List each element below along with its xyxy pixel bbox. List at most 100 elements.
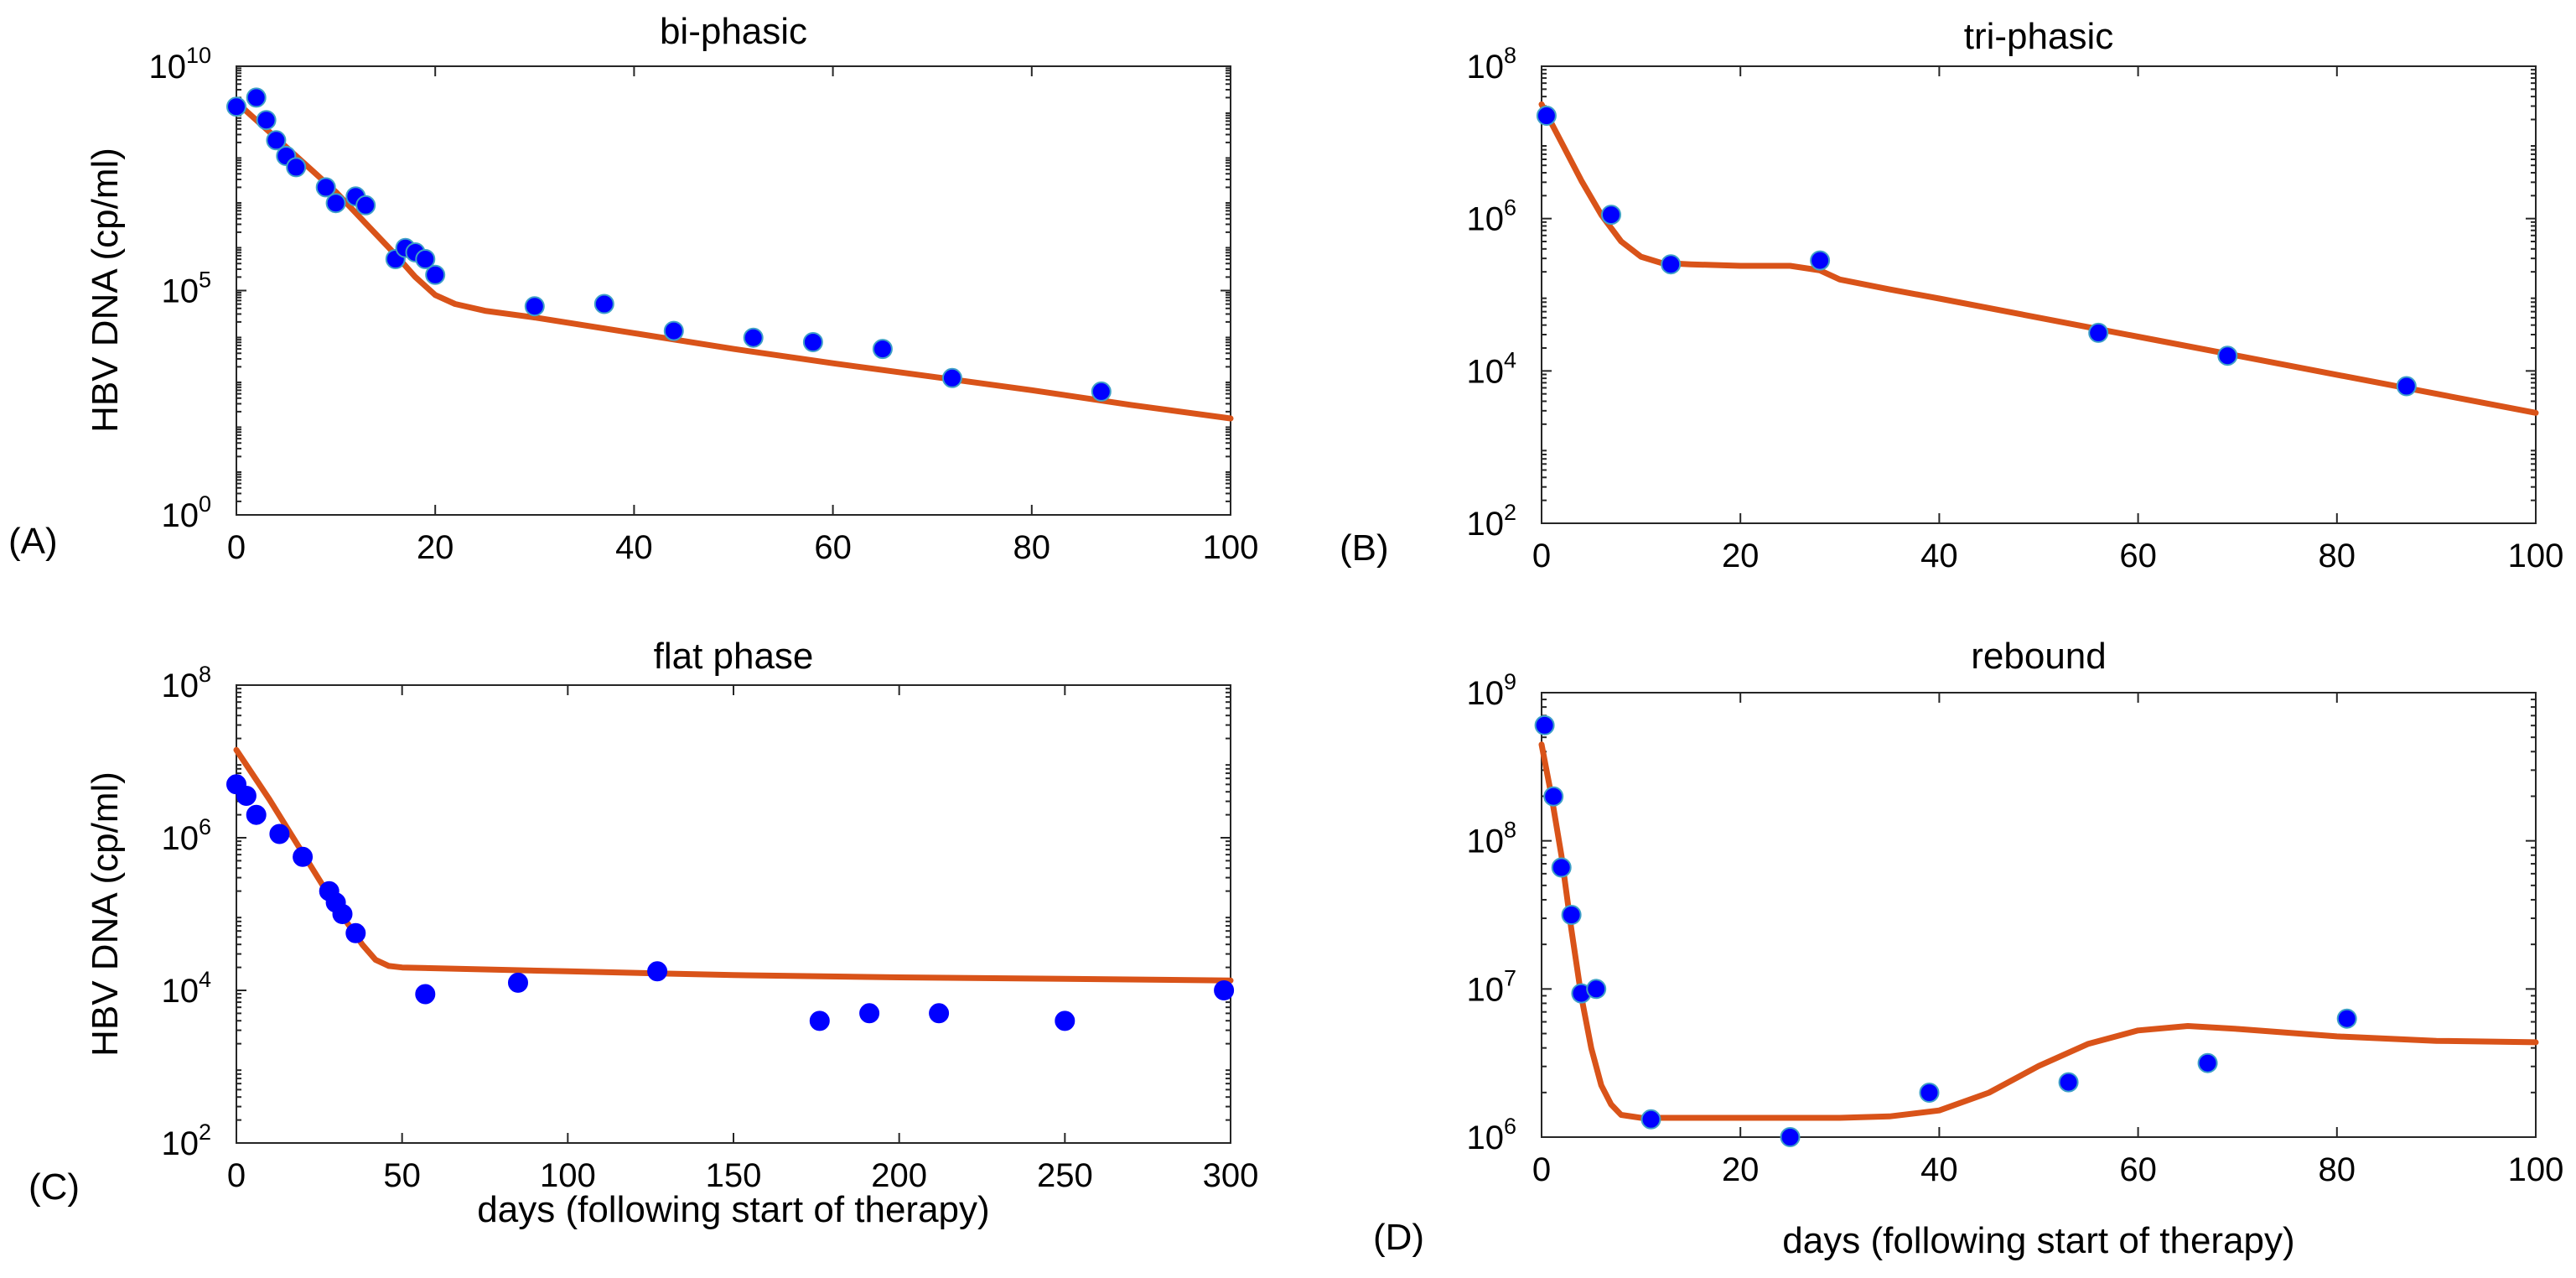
y-tick-label: 102 [161, 1120, 211, 1162]
data-point [859, 1003, 880, 1024]
data-point [2197, 1052, 2218, 1073]
x-tick-label: 0 [227, 529, 246, 566]
fit-curve [1538, 101, 2539, 416]
y-tick-base: 10 [161, 668, 199, 704]
y-tick-label: 108 [1466, 818, 1516, 860]
x-tick-label: 60 [2119, 538, 2157, 574]
data-point [355, 195, 376, 216]
x-tick-label: 60 [2119, 1151, 2157, 1188]
data-point [226, 96, 246, 117]
x-tick-label: 40 [1920, 1151, 1958, 1188]
data-point [929, 1003, 950, 1024]
x-axis-label: days (following start of therapy) [1782, 1220, 2294, 1261]
y-tick-base: 10 [161, 820, 199, 857]
data-point [809, 1010, 830, 1031]
data-point [246, 804, 267, 825]
x-tick-label: 60 [814, 529, 852, 566]
data-point [593, 294, 614, 314]
x-tick-label: 20 [417, 529, 454, 566]
x-tick-label: 150 [706, 1157, 762, 1194]
data-point [415, 249, 436, 269]
y-tick-base: 10 [1466, 823, 1504, 860]
data-point [647, 961, 668, 982]
y-tick-base: 10 [161, 497, 199, 534]
data-point [1055, 1010, 1075, 1031]
y-tick-label: 107 [1466, 965, 1516, 1008]
data-point [256, 110, 277, 131]
data-point [1661, 254, 1682, 275]
y-tick-base: 10 [161, 1125, 199, 1162]
data-point [325, 193, 346, 214]
y-tick-label: 102 [1466, 500, 1516, 543]
data-point [236, 786, 257, 806]
x-tick-label: 20 [1722, 1151, 1760, 1188]
data-point [1601, 205, 1621, 226]
y-tick-exponent: 4 [199, 967, 211, 992]
y-tick-base: 10 [1466, 971, 1504, 1008]
y-tick-exponent: 6 [1504, 1114, 1516, 1139]
data-point [266, 130, 287, 151]
data-point [315, 177, 336, 198]
data-point [941, 367, 962, 388]
data-point [425, 264, 446, 285]
y-tick-exponent: 8 [1504, 818, 1516, 843]
data-point [2217, 345, 2238, 366]
panel-label: (D) [1373, 1217, 1424, 1258]
x-tick-label: 100 [2508, 1151, 2564, 1188]
y-tick-exponent: 0 [199, 491, 211, 517]
panel-label: (A) [8, 521, 58, 562]
x-tick-label: 100 [1203, 529, 1259, 566]
y-tick-base: 10 [1466, 49, 1504, 86]
y-tick-base: 10 [1466, 506, 1504, 543]
panel-label: (C) [29, 1166, 80, 1208]
x-tick-label: 100 [540, 1157, 596, 1194]
y-tick-label: 100 [161, 491, 211, 534]
axes-frame [1541, 65, 2537, 524]
x-tick-label: 0 [227, 1157, 246, 1194]
data-point [1536, 106, 1557, 126]
data-point [1551, 857, 1572, 878]
data-point [293, 846, 314, 867]
data-point [1919, 1083, 1940, 1103]
x-tick-label: 50 [383, 1157, 421, 1194]
data-point [1561, 905, 1582, 925]
data-point [2088, 322, 2109, 343]
y-axis-label: HBV DNA (cp/ml) [85, 771, 126, 1057]
x-tick-label: 100 [2508, 538, 2564, 574]
y-tick-label: 109 [1466, 669, 1516, 712]
data-point [802, 332, 823, 352]
y-tick-base: 10 [1466, 201, 1504, 238]
y-tick-exponent: 2 [1504, 500, 1516, 525]
x-tick-label: 80 [1013, 529, 1051, 566]
x-tick-label: 40 [1920, 538, 1958, 574]
y-tick-exponent: 7 [1504, 965, 1516, 990]
data-point [743, 327, 764, 348]
x-tick-label: 40 [615, 529, 653, 566]
y-tick-label: 108 [161, 662, 211, 704]
y-tick-exponent: 5 [199, 268, 211, 293]
y-tick-label: 106 [161, 814, 211, 857]
y-tick-base: 10 [1466, 1120, 1504, 1156]
data-point [872, 339, 893, 360]
y-tick-base: 10 [1466, 353, 1504, 390]
data-point [286, 157, 307, 178]
data-point [1810, 250, 1831, 271]
y-tick-exponent: 6 [199, 814, 211, 839]
y-tick-exponent: 8 [199, 662, 211, 687]
x-tick-label: 300 [1203, 1157, 1259, 1194]
fit-curve [233, 746, 1234, 984]
data-point [2058, 1072, 2079, 1093]
chart-title: rebound [1971, 636, 2106, 677]
y-tick-base: 10 [161, 273, 199, 310]
y-axis-label: HBV DNA (cp/ml) [85, 148, 126, 433]
data-point [415, 984, 436, 1005]
axes-frame [236, 684, 1231, 1144]
data-point [345, 922, 366, 943]
y-tick-base: 10 [161, 973, 199, 1010]
data-point [1214, 980, 1235, 1000]
y-tick-base: 10 [148, 49, 186, 86]
